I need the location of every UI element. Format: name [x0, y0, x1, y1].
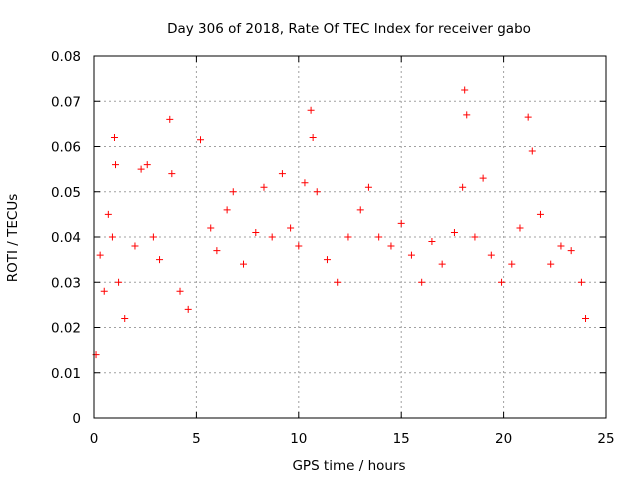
data-point — [459, 183, 467, 191]
data-point — [295, 242, 303, 250]
data-point — [112, 161, 120, 169]
y-tick-label: 0.07 — [51, 94, 81, 110]
data-point — [471, 233, 479, 241]
data-point — [450, 228, 458, 236]
data-point — [301, 179, 309, 187]
data-point — [313, 188, 321, 196]
data-point — [375, 233, 383, 241]
data-point — [307, 106, 315, 114]
data-point — [323, 256, 331, 264]
data-point — [131, 242, 139, 250]
data-point — [229, 188, 237, 196]
data-point — [240, 260, 248, 268]
data-point — [463, 111, 471, 119]
x-tick-label: 5 — [192, 431, 201, 447]
data-point — [364, 183, 372, 191]
data-point — [344, 233, 352, 241]
data-point — [156, 256, 164, 264]
data-point — [223, 206, 231, 214]
y-tick-label: 0.01 — [51, 366, 81, 382]
plot-frame — [93, 55, 607, 419]
data-point — [196, 136, 204, 144]
y-tick-label: 0.08 — [51, 49, 81, 65]
data-point — [536, 210, 544, 218]
chart-title: Day 306 of 2018, Rate Of TEC Index for r… — [167, 21, 531, 37]
data-point — [149, 233, 157, 241]
data-point — [184, 305, 192, 313]
data-point — [213, 247, 221, 255]
data-point — [115, 278, 123, 286]
x-tick-label: 20 — [495, 431, 512, 447]
data-point — [397, 219, 405, 227]
data-point — [108, 233, 116, 241]
data-point — [309, 133, 317, 141]
y-tick-label: 0.06 — [51, 140, 81, 156]
data-point — [287, 224, 295, 232]
data-point — [356, 206, 364, 214]
data-point — [567, 247, 575, 255]
data-point — [528, 147, 536, 155]
data-point — [508, 260, 516, 268]
data-point — [260, 183, 268, 191]
data-point — [334, 278, 342, 286]
y-tick-label: 0.05 — [51, 185, 81, 201]
y-tick-label: 0.02 — [51, 321, 81, 337]
data-point — [166, 115, 174, 123]
x-tick-label: 25 — [597, 431, 614, 447]
data-point — [461, 86, 469, 94]
data-point — [137, 165, 145, 173]
data-point — [407, 251, 415, 259]
data-points — [92, 86, 590, 359]
data-point — [96, 251, 104, 259]
data-point — [121, 314, 129, 322]
x-tick-label: 15 — [393, 431, 410, 447]
axis-ticks: 0 0.01 0.02 0.03 0.04 0.05 0.06 0.07 0.08 0 5 10 15 2… — [51, 49, 615, 447]
data-point — [438, 260, 446, 268]
data-point — [278, 170, 286, 178]
data-point — [582, 314, 590, 322]
x-tick-label: 0 — [90, 431, 99, 447]
y-tick-label: 0.04 — [51, 230, 81, 246]
data-point — [547, 260, 555, 268]
grid-lines — [94, 56, 606, 418]
data-point — [268, 233, 276, 241]
y-tick-label: 0.03 — [51, 275, 81, 291]
y-axis-label: ROTI / TECUs — [5, 194, 21, 282]
data-point — [176, 287, 184, 295]
data-point — [143, 161, 151, 169]
data-point — [516, 224, 524, 232]
data-point — [100, 287, 108, 295]
data-point — [428, 238, 436, 246]
data-point — [487, 251, 495, 259]
data-point — [110, 133, 118, 141]
data-point — [524, 113, 532, 121]
data-point — [207, 224, 215, 232]
y-tick-label: 0 — [72, 411, 81, 427]
data-point — [252, 228, 260, 236]
data-point — [557, 242, 565, 250]
data-point — [418, 278, 426, 286]
data-point — [577, 278, 585, 286]
x-tick-label: 10 — [290, 431, 307, 447]
data-point — [479, 174, 487, 182]
data-point — [387, 242, 395, 250]
data-point — [168, 170, 176, 178]
data-point — [104, 210, 112, 218]
x-axis-label: GPS time / hours — [292, 458, 405, 474]
data-point — [498, 278, 506, 286]
